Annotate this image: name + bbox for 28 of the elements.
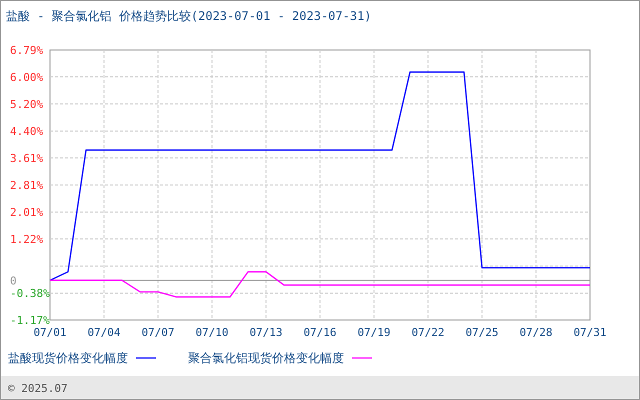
y-tick-label: 2.01% <box>10 206 44 220</box>
text: © 2025.07 <box>8 382 68 395</box>
y-tick-label: 5.20% <box>10 98 44 111</box>
x-tick-label: 07/25 <box>465 326 499 339</box>
y-tick-label: 4.40% <box>10 125 44 138</box>
y-tick-label: 6.79% <box>10 44 44 57</box>
y-tick-label: 2.81% <box>10 179 44 192</box>
y-tick-label: 6.00% <box>10 70 44 84</box>
y-tick-label: -1.17% <box>10 314 50 327</box>
x-tick-label: 07/31 <box>573 326 607 339</box>
chart-title: 盐酸 - 聚合氯化铝 价格趋势比较(2023-07-01 - 2023-07-31) <box>6 9 372 23</box>
y-tick-label: 1.22% <box>10 232 44 246</box>
y-tick-label: 3.61% <box>10 152 44 165</box>
line-series <box>49 271 591 298</box>
legend-label: 聚合氯化铝现货价格变化幅度 <box>188 351 344 365</box>
x-tick-label: 07/28 <box>519 326 553 339</box>
x-tick-label: 07/19 <box>357 326 391 339</box>
legend-label: 盐酸现货价格变化幅度 <box>8 351 128 365</box>
x-tick-label: 07/10 <box>195 326 229 339</box>
x-tick-label: 07/22 <box>411 326 445 339</box>
line-series <box>49 71 591 281</box>
x-tick-label: 07/01 <box>33 326 67 339</box>
x-tick-label: 07/16 <box>303 326 337 339</box>
y-tick-label: 0 <box>10 274 17 288</box>
y-tick-label: -0.38% <box>10 287 50 300</box>
x-tick-label: 07/04 <box>87 326 121 339</box>
x-tick-label: 07/13 <box>249 326 283 339</box>
x-tick-label: 07/07 <box>141 326 175 339</box>
